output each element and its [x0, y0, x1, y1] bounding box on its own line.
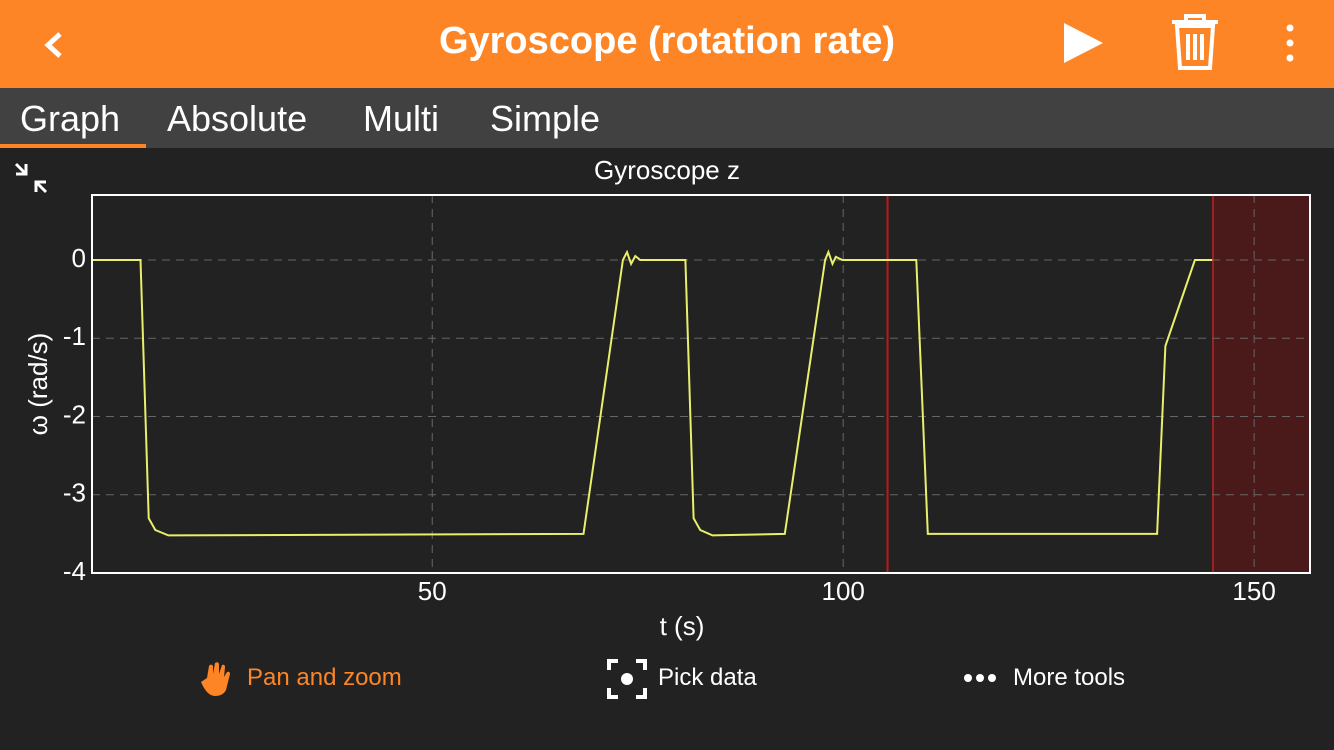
title: Gyroscope (rotation rate) [438, 20, 896, 62]
y-axis-label: ω (rad/s) [23, 333, 53, 436]
more-tools[interactable]: More tools [1013, 664, 1126, 691]
tab-bar: Graph Absolute Multi Simple [0, 88, 1334, 148]
pan-zoom-tool[interactable]: Pan and zoom [247, 664, 402, 691]
back-button[interactable] [40, 30, 70, 60]
y-tick-label: 0 [72, 243, 86, 273]
x-tick-label: 100 [821, 576, 864, 606]
more-icon[interactable] [962, 670, 1002, 686]
hand-icon[interactable] [195, 660, 233, 698]
menu-button[interactable] [1280, 22, 1300, 66]
tab[interactable]: Graph [20, 98, 121, 139]
play-button[interactable] [1060, 20, 1106, 66]
x-axis-label: t (s) [660, 611, 705, 641]
selection [1212, 194, 1312, 574]
tab-indicator [0, 144, 146, 148]
y-tick-label: -2 [63, 399, 86, 429]
plot-frame [91, 194, 1311, 574]
y-tick-label: -4 [63, 556, 86, 586]
header: Gyroscope (rotation rate) [0, 0, 1334, 88]
x-tick-label: 50 [418, 576, 447, 606]
tab[interactable]: Absolute [167, 98, 308, 139]
collapse-icon[interactable] [14, 162, 48, 194]
pick-data-tool[interactable]: Pick data [658, 664, 757, 691]
y-tick-label: -3 [63, 478, 86, 508]
tab[interactable]: Multi [363, 98, 440, 139]
x-tick-label: 150 [1232, 576, 1275, 606]
pick-icon[interactable] [606, 658, 648, 700]
data-line [92, 249, 1213, 537]
chart: Gyroscope z t (s) ω (rad/s) 0 -1 -2 -3 -4 50 1… [14, 155, 1312, 641]
y-tick-label: -1 [63, 321, 86, 351]
chart-title: Gyroscope z [594, 155, 740, 185]
tab[interactable]: Simple [490, 98, 601, 139]
delete-button[interactable] [1168, 12, 1222, 72]
